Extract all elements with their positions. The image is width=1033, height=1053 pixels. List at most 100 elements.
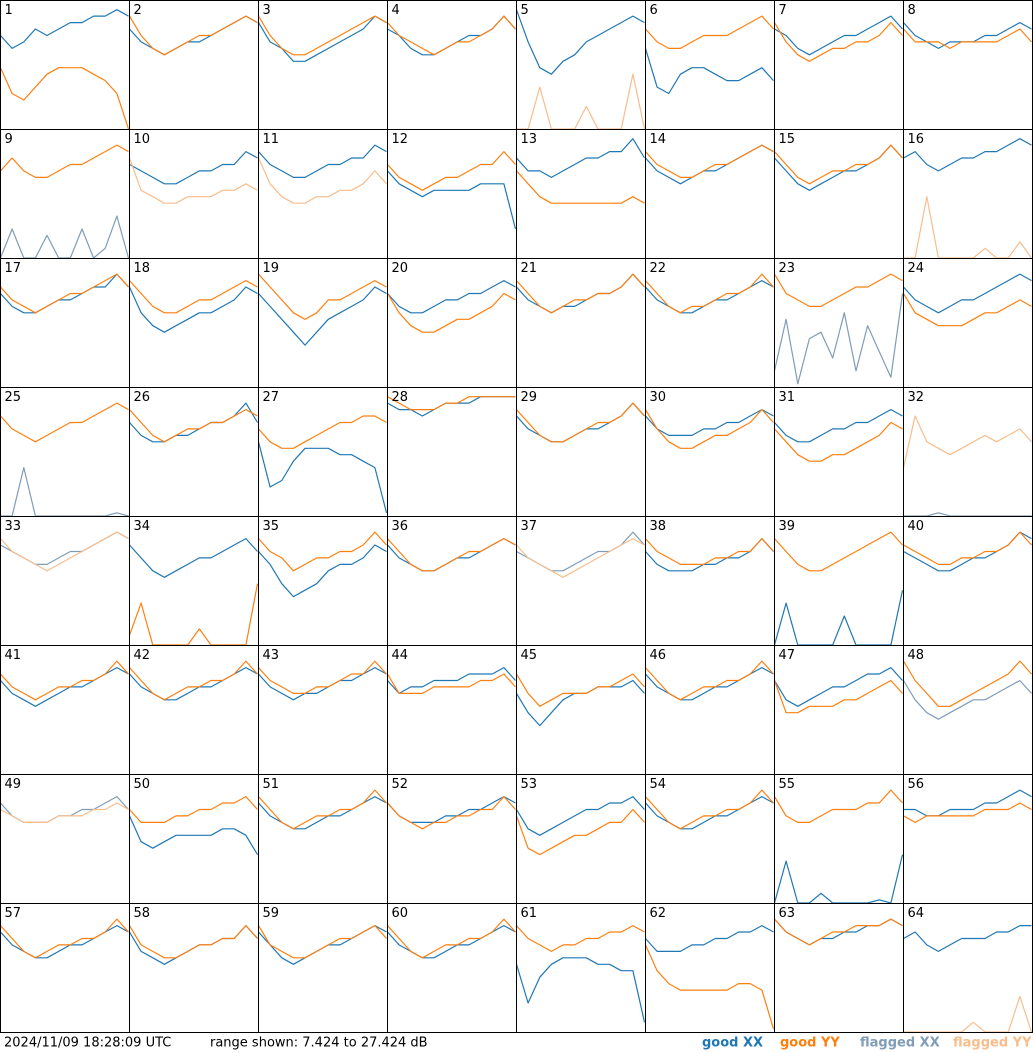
- panel-label: 4: [392, 3, 400, 18]
- panel-label: 30: [650, 390, 667, 405]
- panel-label: 55: [779, 777, 796, 792]
- panel-label: 54: [650, 777, 667, 792]
- trace-xx: [129, 537, 258, 578]
- trace-yy: [515, 673, 645, 707]
- trace-yy: [645, 660, 774, 701]
- trace-yy: [257, 924, 387, 959]
- trace-xx: [129, 666, 258, 701]
- trace-xx: [903, 138, 1032, 172]
- panel-label: 37: [521, 519, 538, 534]
- panel-label: 50: [134, 777, 151, 792]
- trace-xx: [387, 280, 516, 314]
- panel-label: 43: [263, 648, 280, 663]
- trace-yy: [0, 918, 129, 959]
- panel-label: 36: [392, 519, 409, 534]
- trace-yy: [774, 531, 903, 572]
- panel-label: 10: [134, 132, 151, 147]
- legend-entry: flagged XX: [860, 1036, 940, 1051]
- trace-yy: [387, 537, 516, 572]
- trace-yy: [257, 15, 387, 56]
- trace-yy: [387, 151, 516, 191]
- panel-label: 46: [650, 648, 667, 663]
- trace-xx: [773, 293, 904, 385]
- trace-xx: [515, 795, 645, 836]
- panel-label: 22: [650, 261, 667, 276]
- trace-yy: [516, 402, 645, 443]
- trace-yy: [258, 415, 387, 449]
- range-text: range shown: 7.424 to 27.424 dB: [210, 1036, 428, 1051]
- trace-xx: [645, 409, 774, 436]
- trace-yy: [258, 531, 387, 572]
- trace-xx: [129, 402, 259, 443]
- panel-label: 56: [908, 777, 925, 792]
- trace-yy: [774, 918, 903, 946]
- panel-label: 62: [650, 906, 667, 921]
- trace-yy: [516, 273, 645, 314]
- legend-entry: good XX: [702, 1036, 763, 1051]
- trace-yy: [258, 789, 387, 830]
- panel-label: 61: [521, 906, 538, 921]
- trace-yy: [129, 660, 258, 701]
- panel-label: 58: [134, 906, 151, 921]
- panel-label: 39: [779, 519, 796, 534]
- trace-xx: [0, 924, 129, 959]
- panel-label: 19: [263, 261, 280, 276]
- panel-label: 57: [5, 906, 22, 921]
- panel-label: 29: [521, 390, 538, 405]
- trace-yy: [258, 660, 387, 695]
- trace-xx: [515, 9, 645, 75]
- trace-xx: [0, 273, 129, 314]
- panel-label: 3: [263, 3, 271, 18]
- trace-xx: [258, 795, 387, 830]
- trace-xx: [387, 924, 516, 959]
- panel-label: 17: [5, 261, 22, 276]
- trace-yy: [516, 73, 646, 130]
- panel-label: 41: [5, 648, 22, 663]
- panel-label: 9: [5, 132, 13, 147]
- panel-label: 8: [908, 3, 916, 18]
- panel-label: 49: [5, 777, 22, 792]
- panel-label: 31: [779, 390, 796, 405]
- panel-label: 59: [263, 906, 280, 921]
- trace-xx: [258, 286, 387, 346]
- trace-yy: [387, 918, 516, 959]
- timestamp: 2024/11/09 18:28:09 UTC: [4, 1036, 171, 1051]
- trace-yy: [0, 67, 130, 130]
- trace-yy: [0, 273, 129, 314]
- trace-xx: [774, 409, 903, 443]
- trace-xx: [0, 9, 129, 50]
- trace-xx: [128, 815, 259, 855]
- panel-label: 12: [392, 132, 409, 147]
- trace-yy: [258, 273, 387, 320]
- trace-yy: [128, 924, 258, 959]
- trace-yy: [774, 144, 903, 185]
- panel-label: 25: [5, 390, 22, 405]
- trace-yy: [645, 15, 774, 50]
- panel-label: 44: [392, 648, 409, 663]
- panel-label: 6: [650, 3, 658, 18]
- trace-yy: [129, 795, 258, 824]
- trace-yy: [516, 170, 645, 204]
- trace-yy: [902, 660, 1032, 707]
- panel-label: 51: [263, 777, 280, 792]
- trace-xx: [516, 138, 646, 178]
- trace-xx: [258, 544, 387, 598]
- trace-xx: [257, 15, 387, 62]
- trace-yy: [645, 789, 774, 830]
- trace-yy: [386, 673, 516, 695]
- trace-xx: [774, 15, 903, 56]
- panel-label: 38: [650, 519, 667, 534]
- trace-xx: [257, 441, 388, 513]
- panel-label: 33: [5, 519, 22, 534]
- trace-yy: [0, 402, 129, 443]
- panel-label: 32: [908, 390, 925, 405]
- panel-label: 20: [392, 261, 409, 276]
- trace-yy: [257, 157, 387, 204]
- panel-label: 27: [263, 390, 280, 405]
- panel-label: 5: [521, 3, 529, 18]
- panel-label: 18: [134, 261, 151, 276]
- trace-xx: [903, 924, 1032, 953]
- trace-yy: [903, 28, 1032, 50]
- panel-label: 34: [134, 519, 151, 534]
